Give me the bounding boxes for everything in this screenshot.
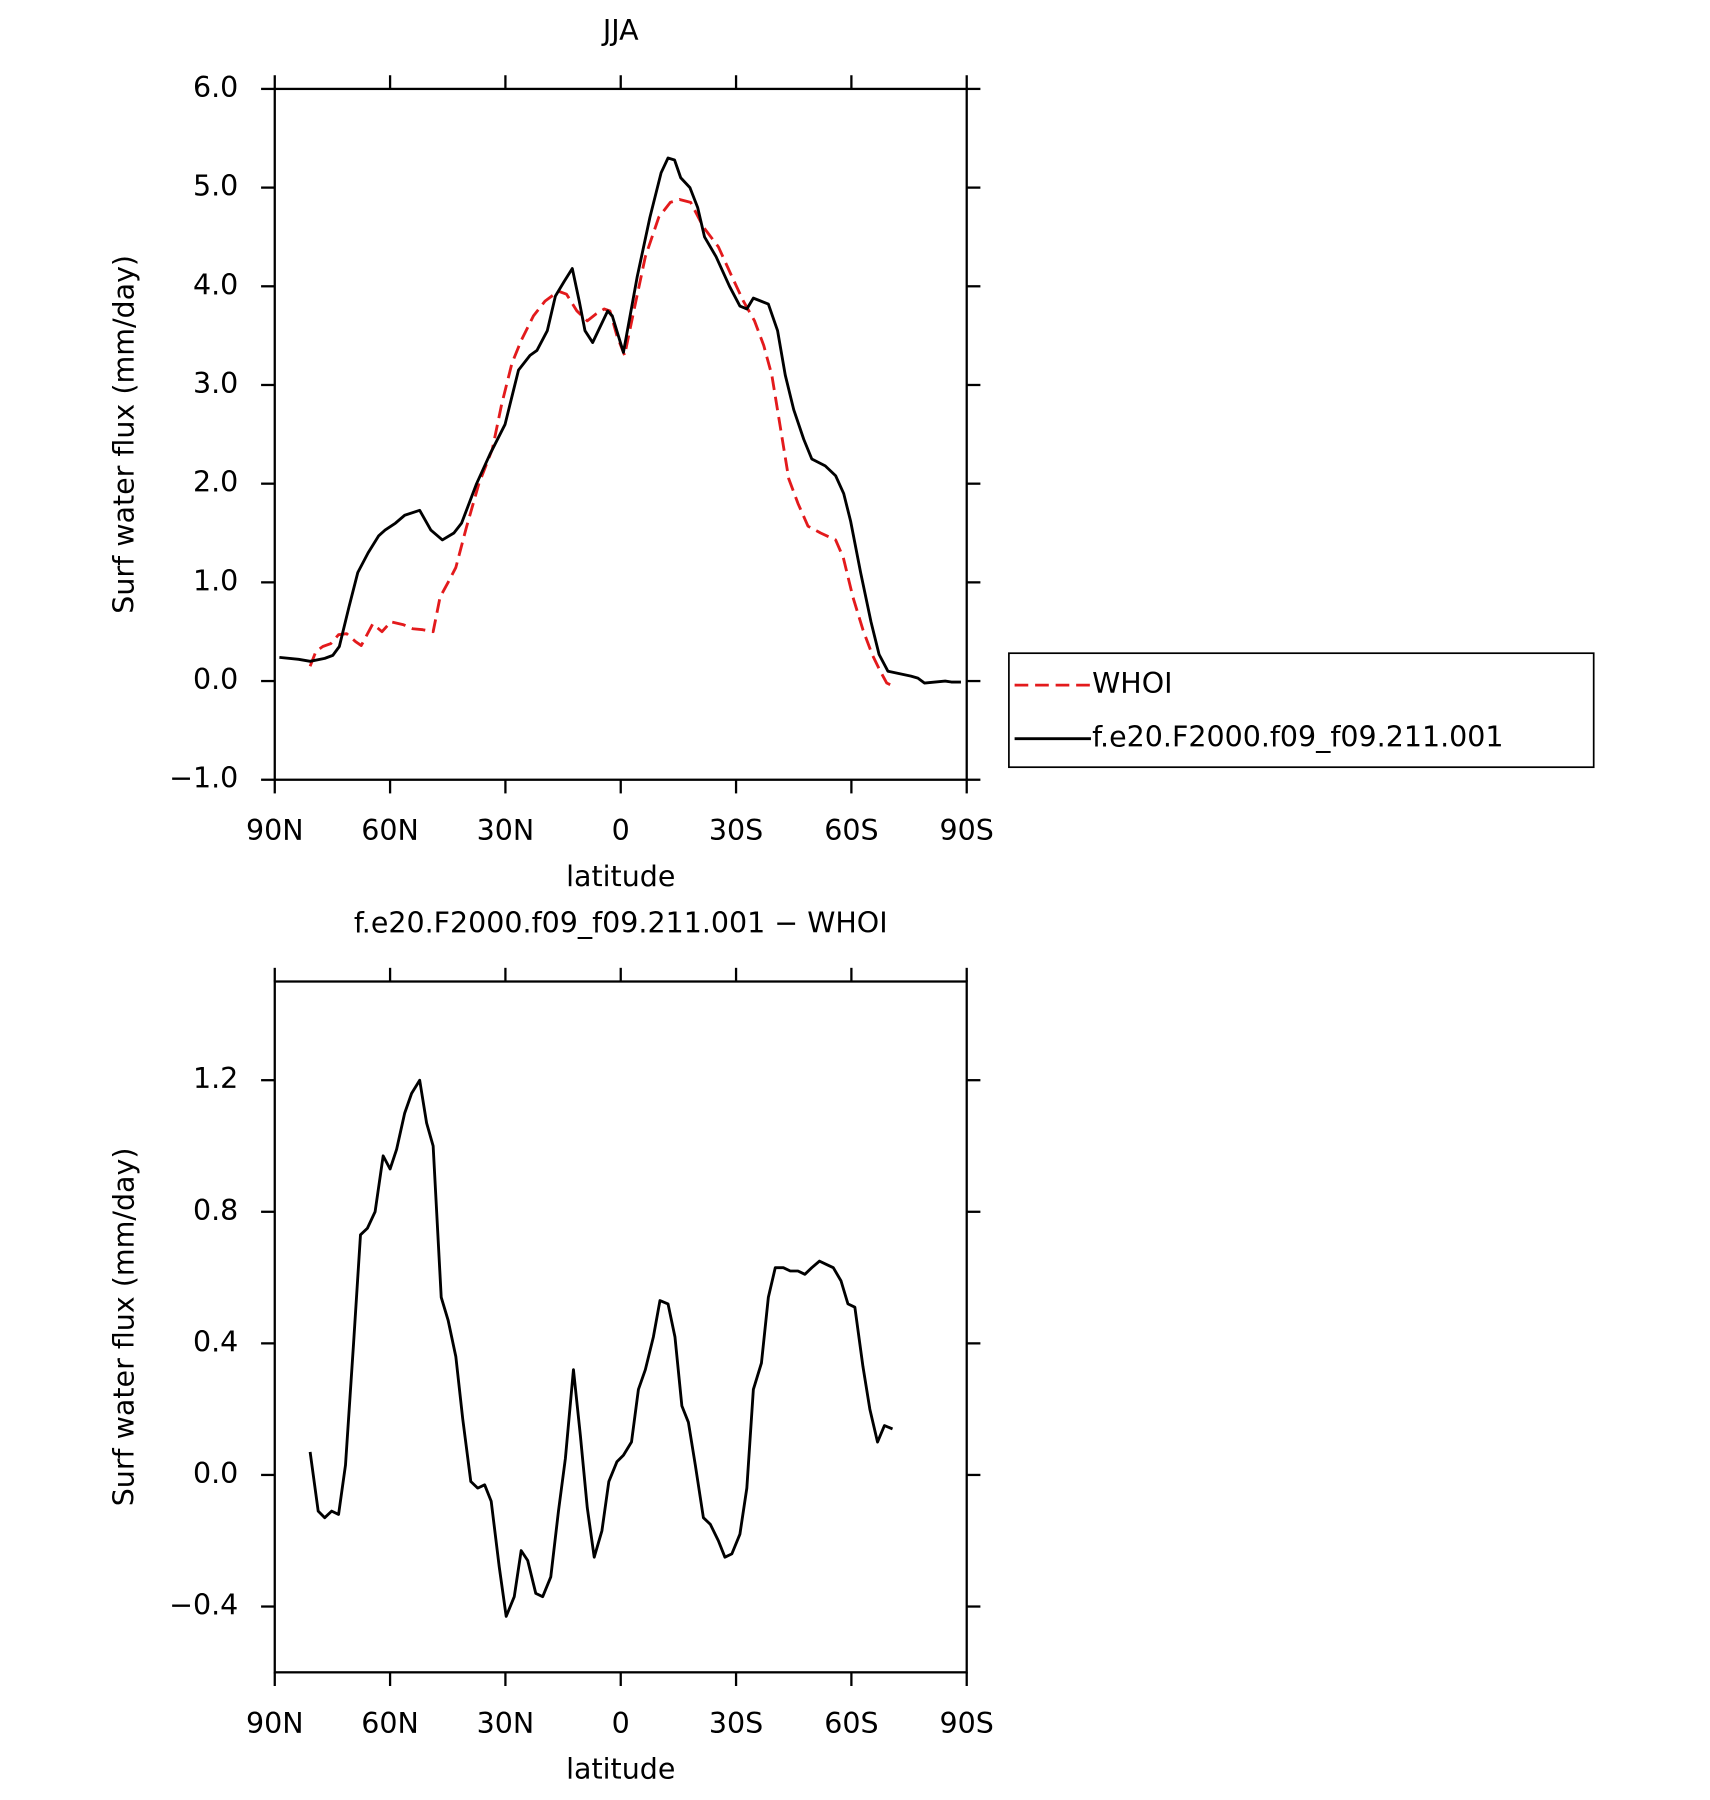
x-tick-label: 60S xyxy=(824,1707,878,1740)
plot-frame xyxy=(273,980,968,1674)
x-tick-label: 30S xyxy=(709,814,763,847)
legend-label: f.e20.F2000.f09_f09.211.001 xyxy=(1092,721,1503,754)
y-tick-label: 0.0 xyxy=(193,1457,238,1490)
x-tick-label: 90S xyxy=(940,1707,994,1740)
y-tick-label: 1.2 xyxy=(193,1062,238,1095)
y-tick-label: 1.0 xyxy=(193,564,238,597)
y-tick-label: 0.4 xyxy=(193,1325,238,1358)
y-tick-label: −1.0 xyxy=(169,762,238,795)
y-tick-label: 6.0 xyxy=(193,71,238,104)
plot-frame xyxy=(273,87,968,781)
y-tick-label: −0.4 xyxy=(169,1589,238,1622)
line-series xyxy=(308,1078,894,1618)
x-tick-label: 30S xyxy=(709,1707,763,1740)
y-tick-label: 0.8 xyxy=(193,1194,238,1227)
y-tick-label: 5.0 xyxy=(193,170,238,203)
x-tick-label: 0 xyxy=(612,1707,630,1740)
x-tick-label: 30N xyxy=(477,1707,535,1740)
y-tick-label: 3.0 xyxy=(193,367,238,400)
y-tick-label: 0.0 xyxy=(193,663,238,696)
y-axis-label: Surf water flux (mm/day) xyxy=(107,255,140,614)
x-tick-label: 60S xyxy=(824,814,878,847)
chart-title: JJA xyxy=(601,14,639,47)
chart-title: f.e20.F2000.f09_f09.211.001 − WHOI xyxy=(354,907,888,940)
line-series xyxy=(279,156,961,685)
legend-box xyxy=(1008,652,1595,769)
x-tick-label: 30N xyxy=(477,814,535,847)
line-series xyxy=(308,198,896,689)
x-tick-label: 90N xyxy=(246,814,304,847)
x-axis-label: latitude xyxy=(566,860,675,893)
y-axis-label: Surf water flux (mm/day) xyxy=(107,1148,140,1507)
x-axis-label: latitude xyxy=(566,1752,675,1785)
y-tick-label: 2.0 xyxy=(193,466,238,499)
x-tick-label: 60N xyxy=(361,814,419,847)
x-tick-label: 90S xyxy=(940,814,994,847)
y-tick-label: 4.0 xyxy=(193,268,238,301)
x-tick-label: 0 xyxy=(612,814,630,847)
legend-label: WHOI xyxy=(1092,667,1172,700)
x-tick-label: 90N xyxy=(246,1707,304,1740)
x-tick-label: 60N xyxy=(361,1707,419,1740)
